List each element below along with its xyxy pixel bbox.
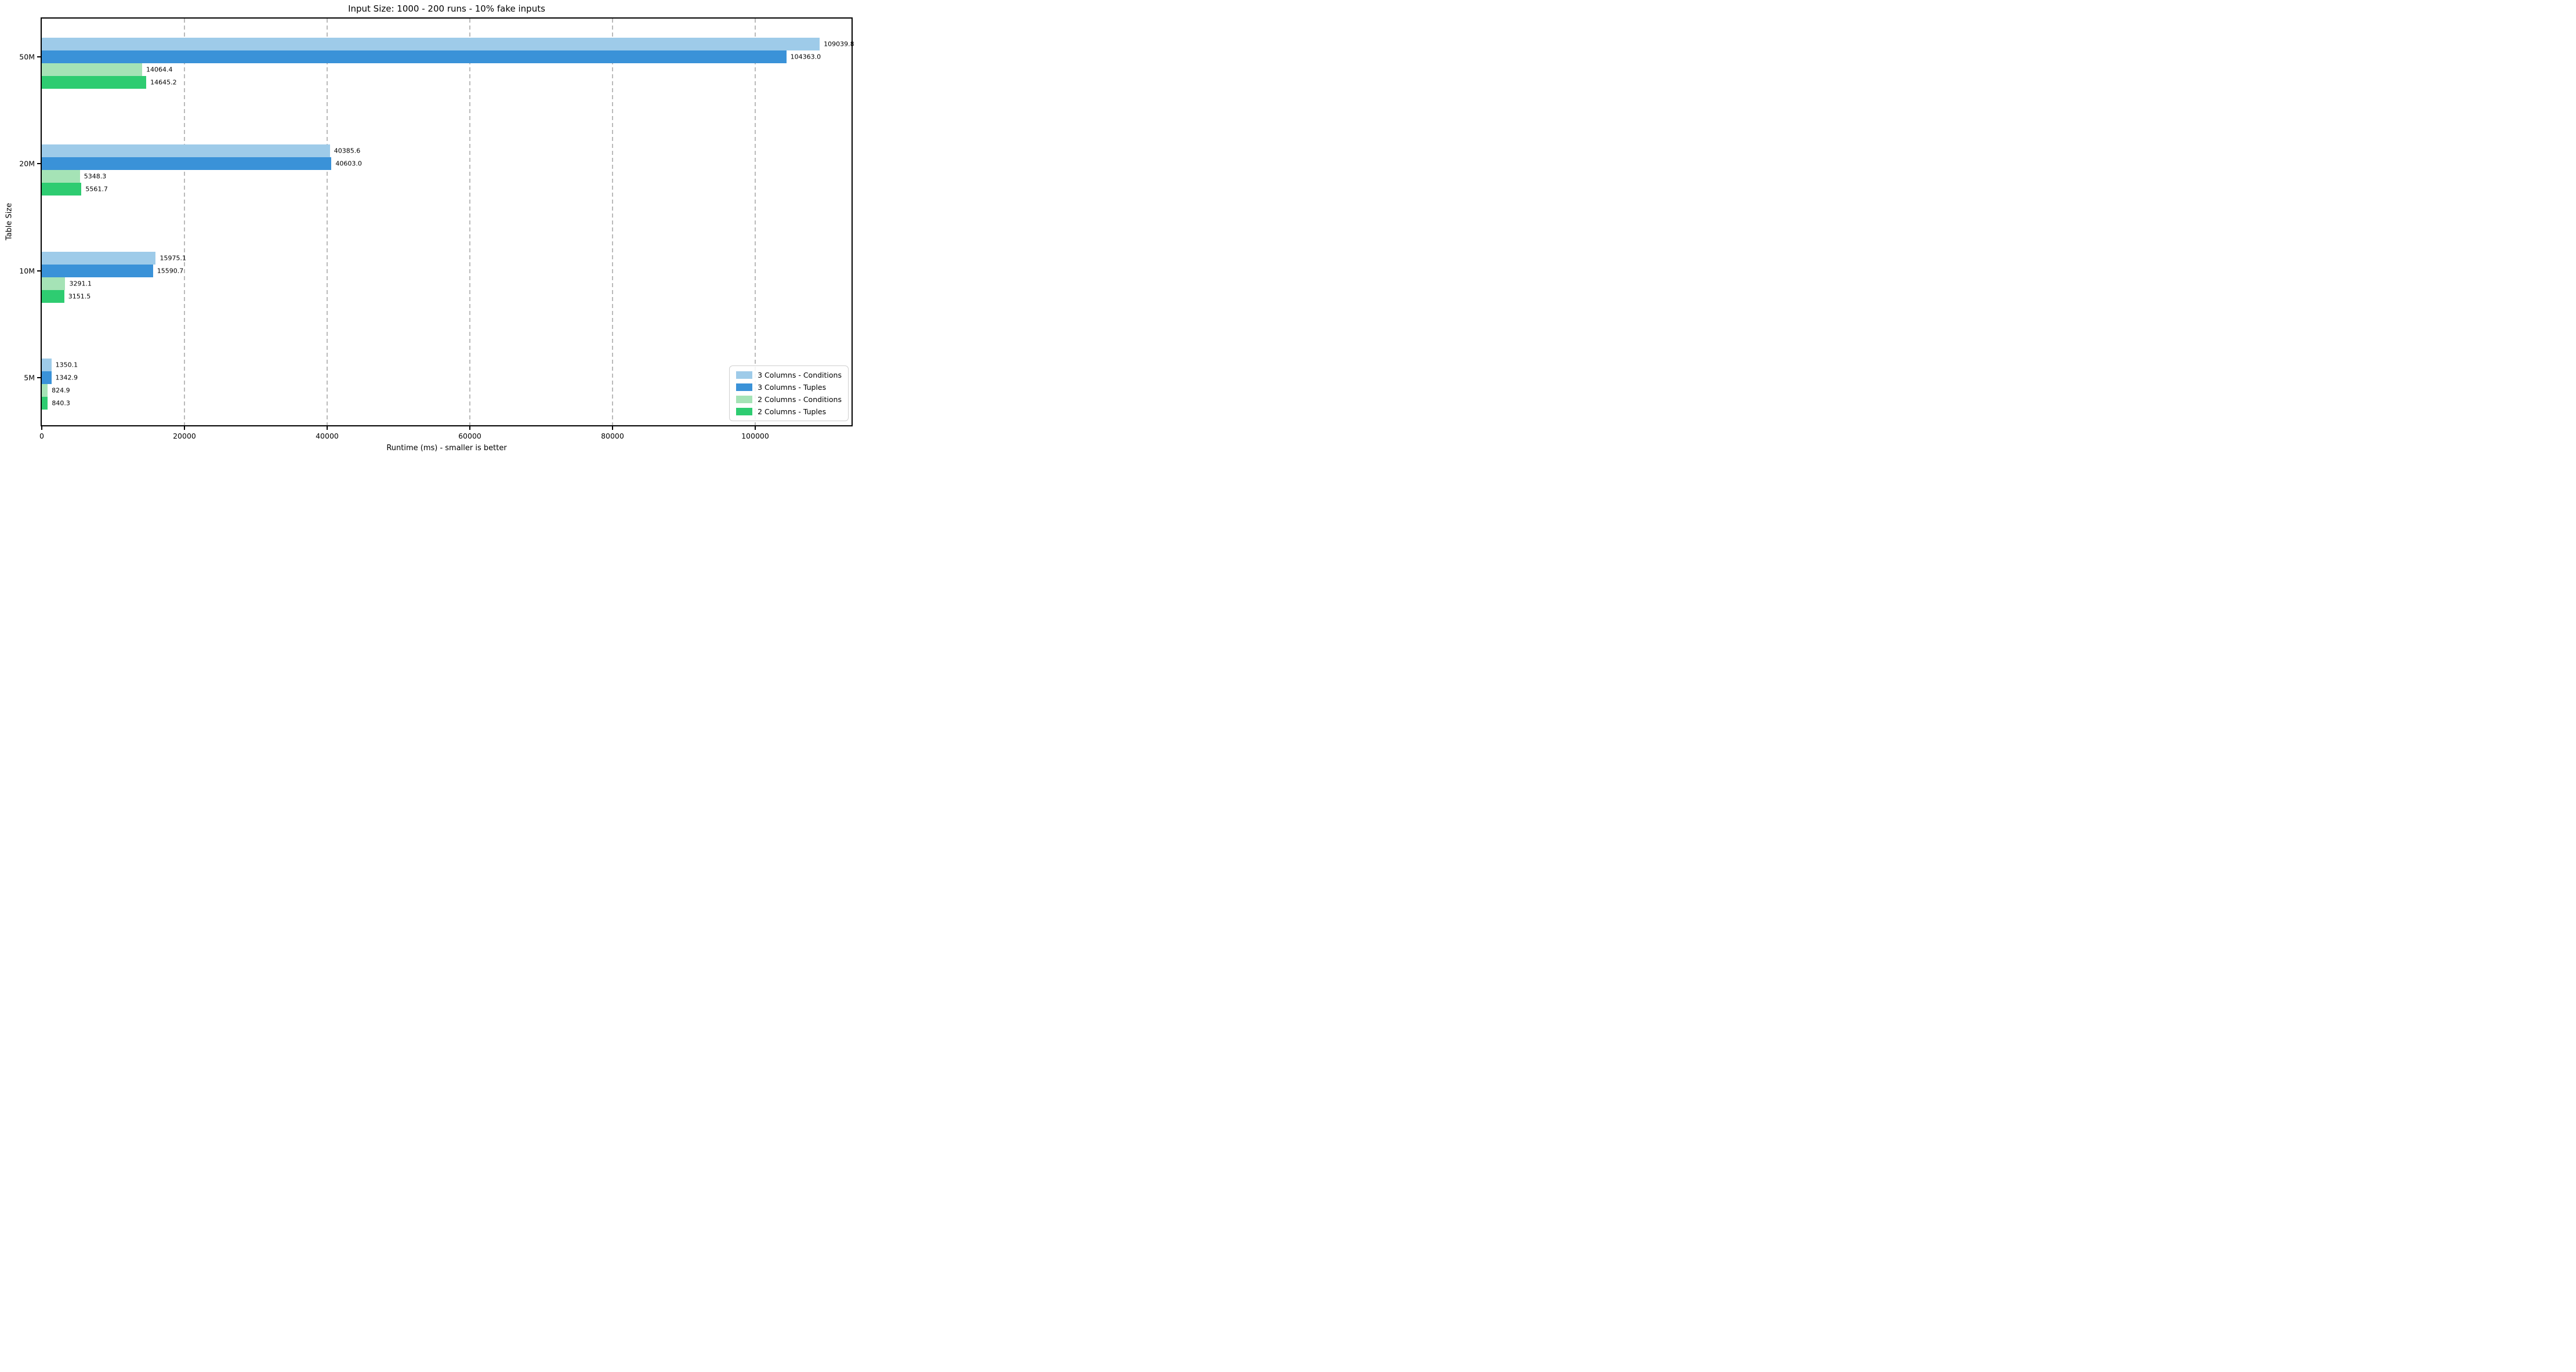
bar xyxy=(42,396,48,410)
bar xyxy=(42,183,82,196)
bar-value-label: 840.3 xyxy=(52,399,70,407)
y-tick-mark xyxy=(37,163,42,165)
bar xyxy=(42,157,332,171)
x-tick-mark xyxy=(611,425,613,430)
bar-value-label: 1350.1 xyxy=(55,361,78,369)
legend-swatch xyxy=(736,408,753,415)
legend-swatch xyxy=(736,396,753,403)
bar-value-label: 14064.4 xyxy=(146,66,173,74)
legend-entry: 3 Columns - Conditions xyxy=(736,371,842,379)
y-axis-title: Table Size xyxy=(5,202,14,241)
bar xyxy=(42,277,66,290)
y-tick-mark xyxy=(37,377,42,378)
legend: 3 Columns - Conditions 3 Columns - Tuples… xyxy=(729,365,849,421)
bar-value-label: 3151.5 xyxy=(68,292,91,301)
bar-value-label: 15975.1 xyxy=(160,254,186,262)
bar-value-label: 109039.8 xyxy=(824,40,854,48)
x-tick-mark xyxy=(754,425,756,430)
bar-value-label: 14645.2 xyxy=(150,78,177,86)
bar-value-label: 104363.0 xyxy=(790,53,821,61)
legend-entry-label: 2 Columns - Tuples xyxy=(758,407,827,416)
x-tick-mark xyxy=(469,425,470,430)
x-tick-label: 0 xyxy=(39,432,44,440)
bar xyxy=(42,383,48,397)
y-tick-mark xyxy=(37,270,42,271)
bar xyxy=(42,38,820,50)
x-tick-mark xyxy=(326,425,328,430)
bar xyxy=(42,63,142,76)
bar-value-label: 5348.3 xyxy=(84,172,107,180)
x-tick-label: 100000 xyxy=(741,432,769,440)
legend-entry-label: 2 Columns - Conditions xyxy=(758,395,842,404)
x-tick-mark xyxy=(41,425,42,430)
x-tick-label: 20000 xyxy=(173,432,196,440)
bar xyxy=(42,289,64,303)
legend-swatch xyxy=(736,371,753,379)
x-gridline xyxy=(754,19,756,425)
y-tick-label: 20M xyxy=(19,159,35,168)
legend-entry: 3 Columns - Tuples xyxy=(736,383,842,392)
y-tick-label: 5M xyxy=(24,373,35,382)
x-gridline xyxy=(326,19,328,425)
legend-swatch xyxy=(736,383,753,391)
plot-area: 3 Columns - Conditions 3 Columns - Tuples… xyxy=(19,17,854,440)
bar-value-label: 1342.9 xyxy=(55,374,78,382)
y-tick-label: 10M xyxy=(19,266,35,276)
bar xyxy=(42,170,80,183)
bar-value-label: 824.9 xyxy=(52,386,70,394)
bar-value-label: 5561.7 xyxy=(85,185,108,193)
chart-title: Input Size: 1000 - 200 runs - 10% fake i… xyxy=(348,3,545,14)
x-tick-label: 40000 xyxy=(316,432,339,440)
bar-value-label: 15590.7 xyxy=(157,267,184,275)
legend-entry-label: 3 Columns - Conditions xyxy=(758,371,842,379)
x-axis-title: Runtime (ms) - smaller is better xyxy=(386,444,507,452)
x-tick-label: 80000 xyxy=(601,432,624,440)
bar xyxy=(42,264,153,277)
x-tick-mark xyxy=(183,425,185,430)
bar xyxy=(42,358,52,371)
bar xyxy=(42,50,787,63)
legend-entry-label: 3 Columns - Tuples xyxy=(758,383,827,392)
bar-value-label: 3291.1 xyxy=(69,280,92,288)
chart-figure: Input Size: 1000 - 200 runs - 10% fake i… xyxy=(0,0,858,457)
bar-value-label: 40385.6 xyxy=(334,147,361,155)
x-gridline xyxy=(469,19,470,425)
y-tick-mark xyxy=(37,56,42,57)
bar xyxy=(42,251,156,265)
legend-entry: 2 Columns - Tuples xyxy=(736,407,842,416)
x-tick-label: 60000 xyxy=(458,432,481,440)
y-tick-label: 50M xyxy=(19,52,35,61)
legend-entry: 2 Columns - Conditions xyxy=(736,395,842,404)
bar xyxy=(42,144,330,158)
x-gridline xyxy=(611,19,613,425)
x-gridline xyxy=(183,19,185,425)
bar xyxy=(42,76,147,89)
bar xyxy=(42,371,52,384)
bar-value-label: 40603.0 xyxy=(335,160,362,168)
